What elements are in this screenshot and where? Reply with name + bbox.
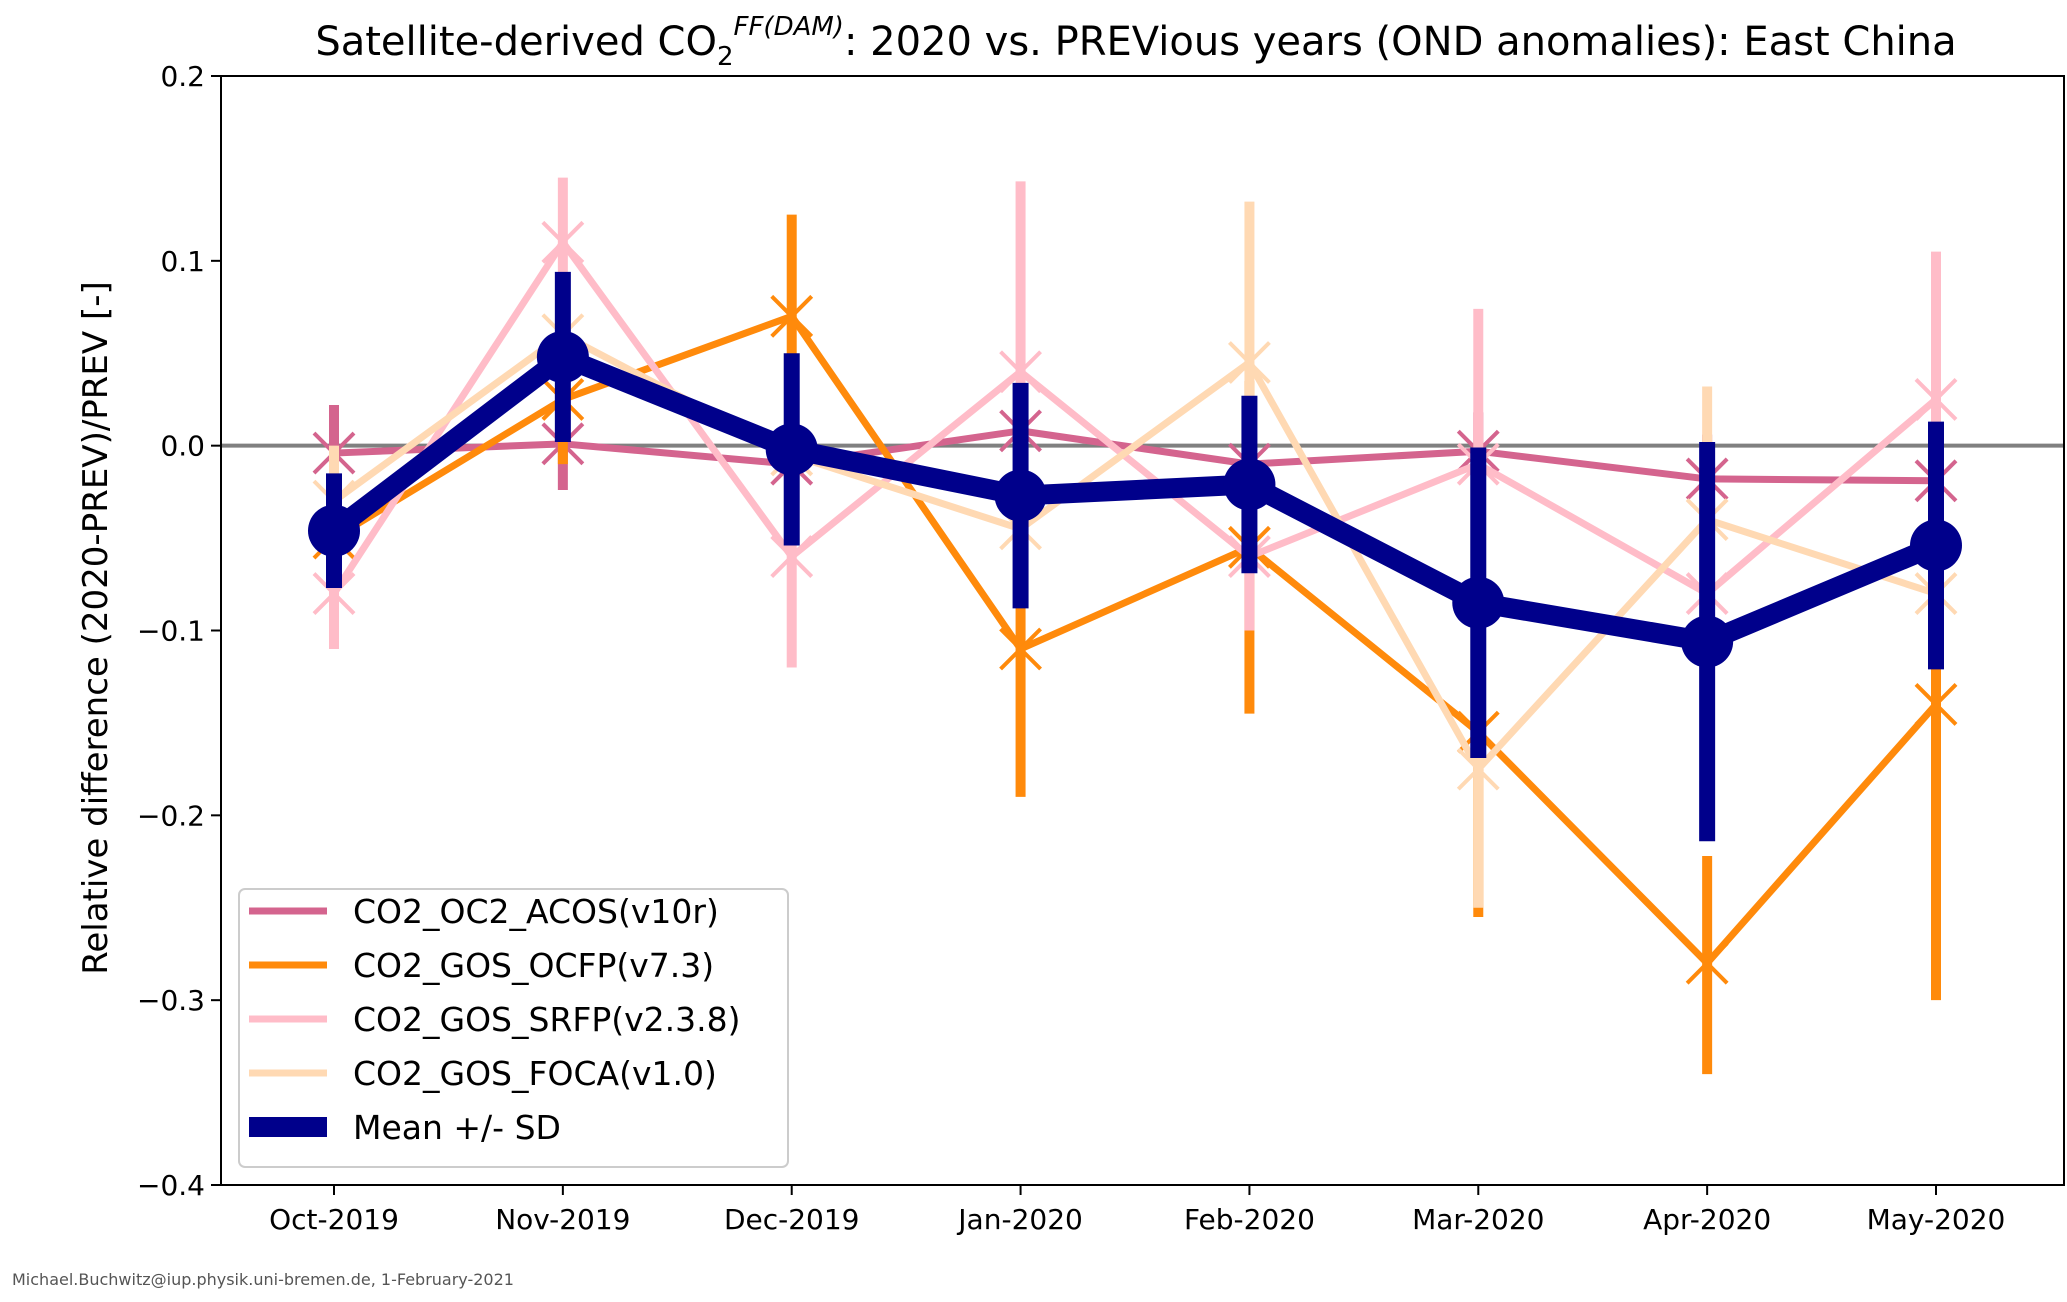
data-point xyxy=(536,330,589,383)
x-tick-label: May-2020 xyxy=(1867,1203,2006,1236)
title-pre: Satellite-derived CO xyxy=(315,19,717,65)
data-point xyxy=(1914,683,1958,726)
y-tick-label: −0.2 xyxy=(137,799,205,832)
x-tick-label: Nov-2019 xyxy=(495,1203,630,1236)
data-point xyxy=(541,220,585,264)
legend-frame xyxy=(238,888,789,1168)
y-tick-label: −0.4 xyxy=(137,1169,205,1202)
x-axis-ticks: Oct-2019 Nov-2019 Dec-2019 Jan-2020 Feb-2020… xyxy=(269,1185,2005,1236)
x-tick-label: Dec-2019 xyxy=(724,1203,860,1236)
data-point xyxy=(1681,615,1734,668)
data-point xyxy=(770,535,814,578)
legend-label: Mean +/- SD xyxy=(353,1108,561,1147)
footer-credit: Michael.Buchwitz@iup.physik.uni-bremen.d… xyxy=(12,1270,514,1289)
data-point xyxy=(1228,341,1271,384)
legend-entries: CO2_OC2_ACOS(v10r) CO2_GOS_OCFP(v7.3) CO2_… xyxy=(249,892,741,1147)
x-tick-label: Mar-2020 xyxy=(1412,1203,1544,1236)
legend-label: CO2_GOS_SRFP(v2.3.8) xyxy=(353,1000,741,1039)
data-point xyxy=(1223,458,1276,511)
title-post: : 2020 vs. PREVious years (OND anomalies… xyxy=(844,19,1957,65)
y-tick-label: −0.1 xyxy=(137,615,205,648)
x-tick-label: Feb-2020 xyxy=(1184,1203,1315,1236)
data-point xyxy=(308,504,360,557)
series-mean xyxy=(308,271,1962,842)
x-tick-label: Apr-2020 xyxy=(1643,1203,1771,1236)
series-line xyxy=(332,312,1939,967)
legend-label: CO2_GOS_OCFP(v7.3) xyxy=(353,946,714,985)
data-point xyxy=(999,350,1042,394)
y-axis-ticks: −0.4 −0.3 −0.2 −0.1 0.0 0.1 0.2 xyxy=(137,60,221,1202)
legend-label: CO2_OC2_ACOS(v10r) xyxy=(353,892,719,931)
data-point xyxy=(1914,378,1958,421)
data-point xyxy=(999,627,1042,671)
data-point xyxy=(312,572,356,615)
title-subscript: 2 xyxy=(717,42,734,72)
data-point xyxy=(770,294,814,338)
chart-title: Satellite-derived CO2FF(DAM): 2020 vs. P… xyxy=(315,12,1956,72)
series-line xyxy=(327,346,1940,652)
y-tick-label: 0.2 xyxy=(160,60,205,93)
title-superscript: FF(DAM) xyxy=(734,12,844,42)
y-tick-label: 0.0 xyxy=(160,430,205,463)
series-line xyxy=(331,238,1939,598)
legend-label: CO2_GOS_FOCA(v1.0) xyxy=(353,1054,717,1093)
data-point xyxy=(994,469,1047,522)
series-line xyxy=(331,331,1938,773)
series-2 xyxy=(312,177,1958,668)
data-point xyxy=(1685,941,1729,985)
data-point xyxy=(765,423,818,476)
y-tick-label: 0.1 xyxy=(160,245,205,278)
data-point xyxy=(1456,747,1500,791)
data-point xyxy=(1452,576,1505,629)
series-layer xyxy=(308,177,1962,1075)
data-point xyxy=(1910,519,1962,572)
x-tick-label: Jan-2020 xyxy=(956,1203,1083,1236)
x-tick-label: Oct-2019 xyxy=(269,1203,399,1236)
y-tick-label: −0.3 xyxy=(137,984,205,1017)
legend: CO2_OC2_ACOS(v10r) CO2_GOS_OCFP(v7.3) CO2_… xyxy=(238,888,789,1168)
y-axis-label: Relative difference (2020-PREV)/PREV [-] xyxy=(76,281,116,975)
